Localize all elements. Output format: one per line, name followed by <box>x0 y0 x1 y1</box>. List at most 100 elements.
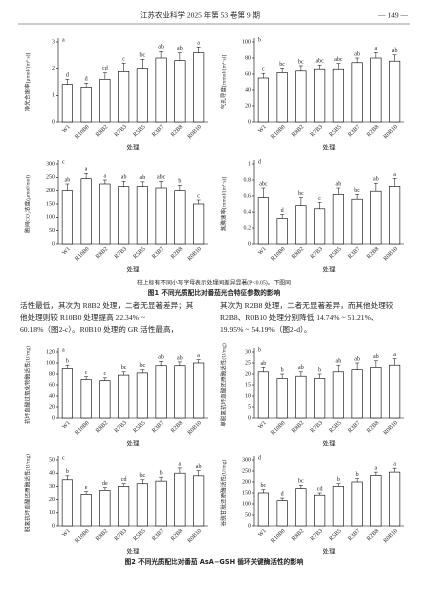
bar <box>118 186 130 245</box>
bar <box>276 218 288 245</box>
significance-letter: ab <box>354 356 360 362</box>
y-tick-label: 0 <box>52 119 55 125</box>
bar <box>351 481 363 527</box>
y-tick-label: 0 <box>248 415 251 421</box>
significance-letter: a <box>179 461 182 467</box>
bar <box>389 186 401 245</box>
figure-caption: 图1 不同光质配比对番茄光合特征参数的影响 <box>148 288 281 297</box>
y-tick-label: 30 <box>245 349 251 355</box>
y-tick-label: 50 <box>49 457 55 463</box>
bar <box>193 362 205 419</box>
panel-label: b <box>258 37 261 43</box>
significance-letter: bc <box>140 53 146 59</box>
significance-letter: ab <box>121 175 127 181</box>
bar <box>389 471 401 527</box>
bar <box>257 371 269 419</box>
significance-letter: a <box>197 353 200 359</box>
y-axis-label: 谷胱甘肽还原酶活性(U/mg) <box>219 459 227 526</box>
y-tick-label: 40 <box>245 87 251 93</box>
significance-letter: a <box>375 46 378 52</box>
bar <box>276 378 288 419</box>
y-axis-label: 脱氢抗坏血酸还原酶活性(U/mg) <box>23 454 31 532</box>
bar <box>389 364 401 419</box>
x-axis-label: 处理 <box>127 438 141 447</box>
bar <box>295 205 307 245</box>
bar <box>118 486 130 527</box>
bar <box>314 208 326 245</box>
y-tick-label: 80 <box>245 55 251 61</box>
y-tick-label: 40 <box>49 393 55 399</box>
y-tick-label: 1 <box>248 161 251 167</box>
y-tick-label: 120 <box>46 349 55 355</box>
significance-letter: b <box>66 359 69 365</box>
y-tick-label: 25 <box>245 360 251 366</box>
significance-letter: b <box>160 471 163 477</box>
bar <box>257 492 269 527</box>
significance-letter: a <box>104 173 107 179</box>
y-tick-label: 0 <box>248 119 251 125</box>
significance-letter: cd <box>317 486 323 492</box>
y-axis-label: 抗坏血酸过氧化物酶活性(U/mg) <box>23 346 31 424</box>
bar <box>61 479 73 527</box>
bar <box>332 486 344 527</box>
significance-letter: bc <box>121 365 127 371</box>
significance-letter: b <box>356 472 359 478</box>
bar <box>295 488 307 527</box>
significance-letter: bc <box>298 479 304 485</box>
panel-label: d <box>258 159 261 165</box>
y-tick-label: 150 <box>46 201 55 207</box>
bar <box>99 79 111 123</box>
bar <box>136 483 148 527</box>
significance-letter: ab <box>177 355 183 361</box>
y-tick-label: 1 <box>52 93 55 99</box>
significance-letter: d <box>281 208 284 214</box>
bar <box>80 87 92 123</box>
bar <box>257 197 269 245</box>
y-tick-label: 10 <box>49 510 55 516</box>
significance-letter: a <box>85 167 88 173</box>
bar <box>99 183 111 245</box>
y-tick-label: 0 <box>52 415 55 421</box>
significance-letter: c <box>197 193 200 199</box>
y-tick-label: 0.6 <box>244 193 252 199</box>
x-axis-label: 处理 <box>127 264 141 273</box>
y-tick-label: 0.8 <box>244 177 252 183</box>
y-tick-label: 20 <box>49 404 55 410</box>
significance-letter: b <box>318 367 321 373</box>
y-tick-label: 20 <box>49 497 55 503</box>
paragraph-line: 活性最低，其次为 R8B2 处理，二者无显著差异；其 <box>20 300 194 310</box>
x-axis-label: 处理 <box>323 142 337 151</box>
bar <box>257 77 269 123</box>
bar <box>118 374 130 419</box>
significance-letter: e <box>85 485 88 491</box>
significance-letter: cd <box>121 477 127 483</box>
bar <box>351 369 363 419</box>
significance-letter: b <box>178 179 181 185</box>
bar <box>136 68 148 123</box>
bar <box>80 178 92 245</box>
significance-letter: abc <box>259 181 268 187</box>
y-tick-label: 0.4 <box>244 209 252 215</box>
significance-letter: ab <box>336 181 342 187</box>
y-tick-label: 80 <box>49 371 55 377</box>
y-tick-label: 100 <box>242 501 251 507</box>
figure-caption: 图2 不同光质配比对番茄 AsA−GSH 循环关键酶活性的影响 <box>125 557 304 566</box>
bar <box>174 472 186 527</box>
significance-letter: ab <box>336 359 342 365</box>
significance-letter: abc <box>157 175 166 181</box>
bar <box>295 375 307 419</box>
significance-letter: b <box>66 469 69 475</box>
y-axis-label: 净光合速率[μmol/(m²·s)] <box>23 52 31 111</box>
bar <box>332 68 344 123</box>
y-tick-label: 10 <box>245 393 251 399</box>
panel-label: c <box>62 455 65 461</box>
y-tick-label: 20 <box>245 103 251 109</box>
y-tick-label: 15 <box>245 382 251 388</box>
x-tick-label: W1 <box>61 420 71 430</box>
significance-letter: ab <box>392 48 398 54</box>
y-tick-label: 300 <box>46 161 55 167</box>
significance-letter: c <box>262 67 265 73</box>
paragraph-line: 他处理则较 R10B0 处理提高 22.34% ~ <box>20 312 145 322</box>
significance-letter: a <box>375 465 378 471</box>
bar <box>155 187 167 245</box>
